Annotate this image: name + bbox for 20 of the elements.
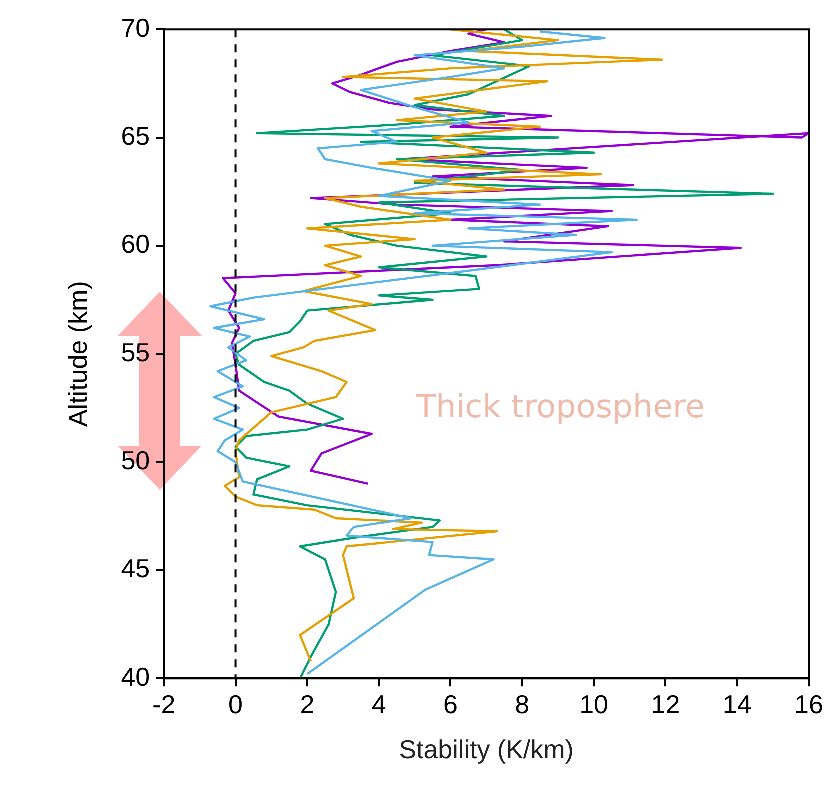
y-tick-label: 45 — [121, 554, 150, 584]
y-tick-label: 50 — [121, 445, 150, 476]
x-tick-label: 14 — [722, 689, 752, 720]
y-tick-label: 70 — [121, 12, 150, 43]
x-tick-label: 2 — [300, 689, 315, 720]
y-tick-label: 60 — [121, 229, 150, 260]
x-tick-label: 4 — [372, 689, 386, 720]
y-tick-label: 65 — [121, 120, 150, 151]
annotation: Thick troposphere — [415, 388, 706, 426]
x-tick-label: -2 — [152, 689, 176, 720]
x-tick-label: 10 — [580, 689, 608, 720]
x-tick-label: 8 — [515, 689, 530, 720]
x-axis-title: Stability (K/km) — [399, 734, 574, 765]
y-axis-title: Altitude (km) — [62, 281, 93, 428]
x-tick-label: 6 — [444, 689, 458, 720]
x-tick-label: 12 — [651, 689, 680, 720]
x-tick-label: 16 — [794, 689, 824, 720]
y-tick-label: 55 — [121, 337, 150, 368]
y-tick-label: 40 — [121, 662, 150, 692]
x-tick-label: 0 — [228, 689, 244, 720]
